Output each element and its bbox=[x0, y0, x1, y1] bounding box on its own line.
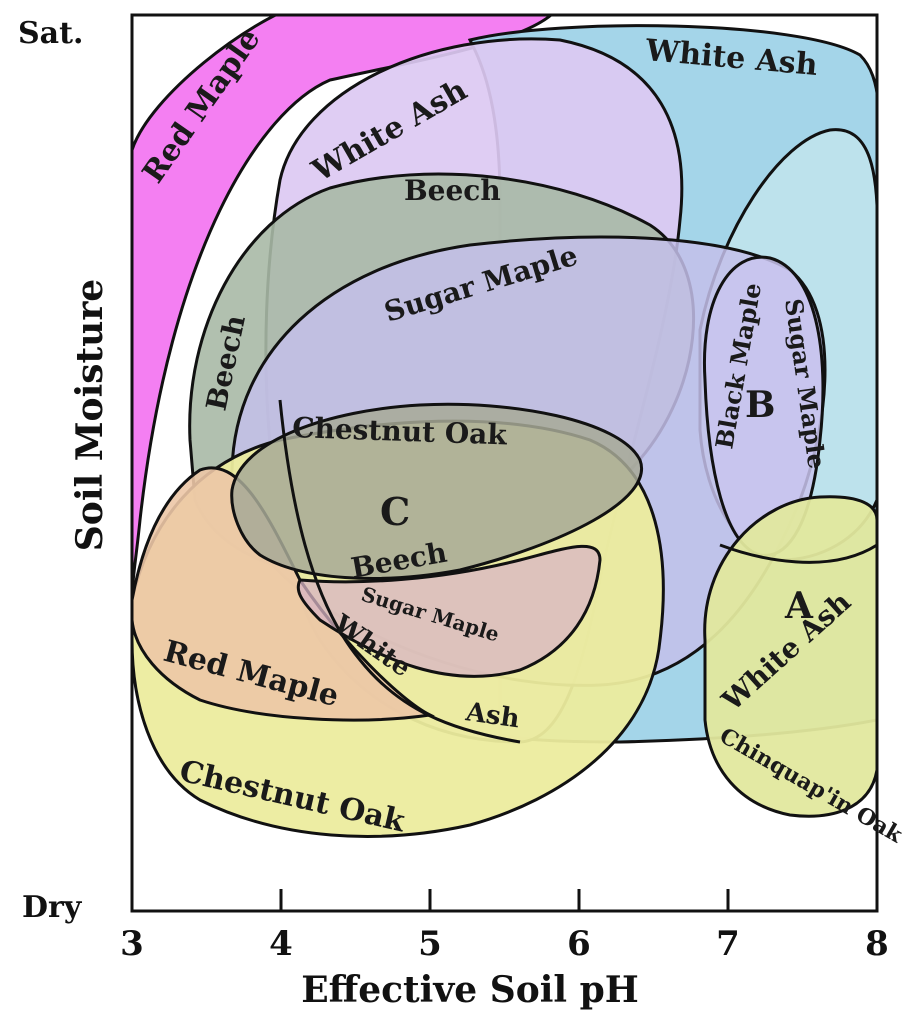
x-tick-label-1: 4 bbox=[269, 924, 293, 964]
x-tick-label-2: 5 bbox=[418, 924, 442, 964]
zone-label-b: B bbox=[745, 384, 775, 426]
region-chestnut-oak-middle bbox=[230, 402, 644, 580]
species-regions bbox=[132, 15, 877, 838]
region-right-ellipse-outline bbox=[719, 543, 877, 564]
x-tick-label-3: 6 bbox=[567, 924, 591, 964]
zone-label-a: A bbox=[784, 585, 814, 627]
region-chinquapin-oak bbox=[703, 495, 877, 818]
region-black-maple bbox=[702, 255, 825, 557]
plot-frame bbox=[130, 13, 879, 913]
region-sugar-maple-lower bbox=[296, 544, 602, 678]
y-axis-title: Soil Moisture bbox=[69, 279, 111, 551]
x-tick-label-5: 8 bbox=[865, 924, 889, 964]
y-tick-sat: Sat. bbox=[18, 16, 83, 51]
x-tick-label-0: 3 bbox=[120, 924, 144, 964]
label-beech-top: Beech bbox=[404, 174, 501, 207]
region-red-maple-lower bbox=[132, 466, 435, 722]
x-tick-label-4: 7 bbox=[716, 924, 740, 964]
zone-label-c: C bbox=[380, 489, 410, 534]
label-chestnut-oak-middle: Chestnut Oak bbox=[292, 411, 508, 451]
region-red-maple bbox=[132, 15, 554, 601]
y-tick-dry: Dry bbox=[22, 890, 83, 925]
x-axis-ticks: 3 4 5 6 7 8 bbox=[120, 889, 889, 964]
x-axis-title: Effective Soil pH bbox=[301, 969, 639, 1011]
region-white-ash-lower bbox=[278, 399, 521, 744]
